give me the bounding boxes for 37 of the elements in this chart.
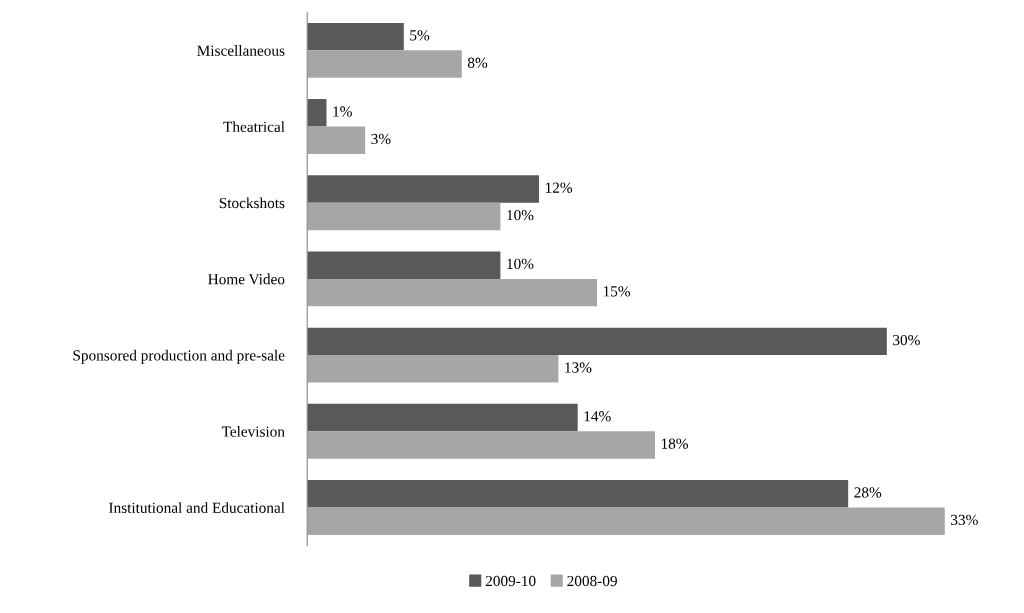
bar xyxy=(307,99,327,127)
y-tick-label: Institutional and Educational xyxy=(109,502,285,513)
y-tick-label: Home Video xyxy=(208,273,285,285)
data-label: 28% xyxy=(854,487,882,498)
bar xyxy=(307,126,366,154)
legend-label: 2009-10 xyxy=(485,575,536,587)
bar xyxy=(307,403,578,432)
bar xyxy=(307,431,655,459)
bar xyxy=(307,507,945,535)
bar xyxy=(307,278,598,307)
bar xyxy=(307,175,540,203)
data-label: 15% xyxy=(603,286,631,297)
data-label: 3% xyxy=(371,133,391,145)
y-tick-label: Sponsored production and pre-sale xyxy=(73,349,285,364)
bar xyxy=(307,327,887,356)
legend-label: 2008-09 xyxy=(567,575,617,587)
data-label: 33% xyxy=(951,514,978,526)
data-label: 18% xyxy=(661,438,689,449)
y-tick-label: Television xyxy=(221,425,285,437)
data-label: 13% xyxy=(565,362,592,373)
bar xyxy=(307,202,501,231)
data-label: 10% xyxy=(507,258,534,270)
bar xyxy=(307,50,462,78)
data-label: 30% xyxy=(893,334,920,346)
data-label: 10% xyxy=(507,209,534,221)
bar xyxy=(307,355,559,383)
data-label: 14% xyxy=(584,411,611,422)
data-label: 8% xyxy=(467,57,488,68)
bar xyxy=(307,251,501,279)
data-label: 5% xyxy=(410,30,430,41)
data-label: 1% xyxy=(333,106,352,117)
y-tick-label: Theatrical xyxy=(223,121,285,132)
bar xyxy=(307,22,404,51)
data-label: 12% xyxy=(545,182,573,193)
y-tick-label: Miscellaneous xyxy=(197,45,285,56)
bar xyxy=(307,480,849,508)
y-tick-label: Stockshots xyxy=(219,197,285,209)
